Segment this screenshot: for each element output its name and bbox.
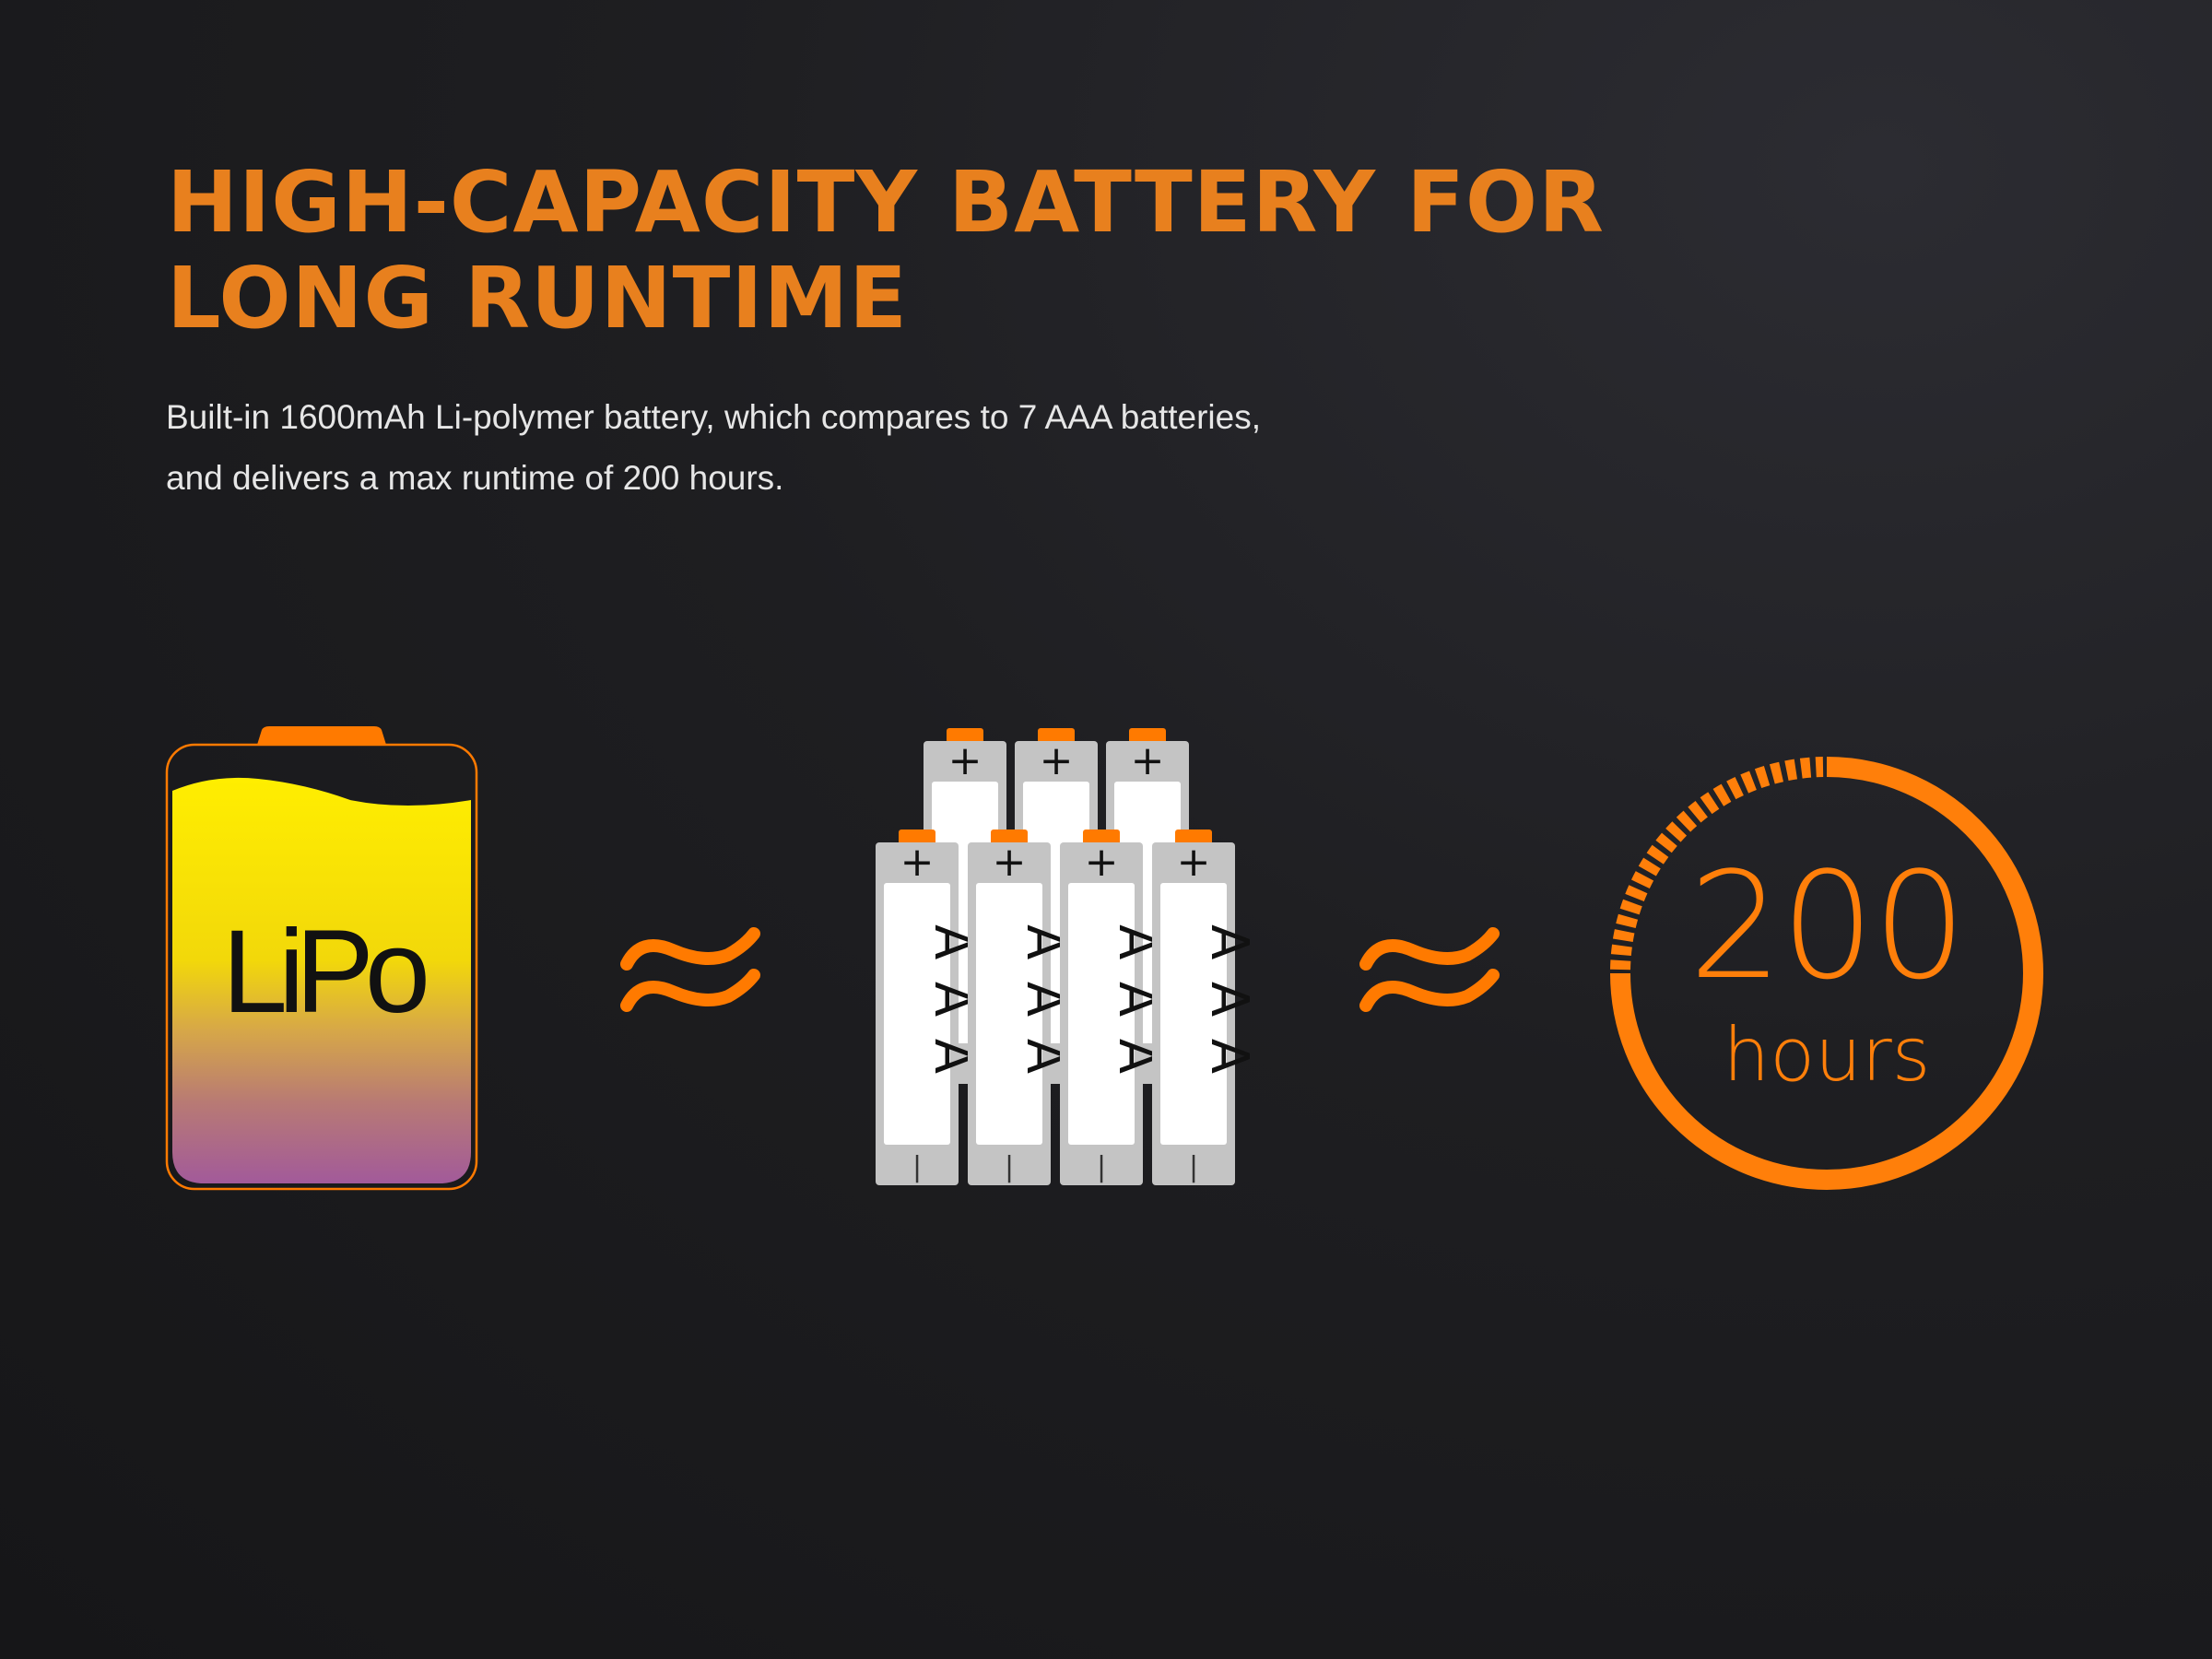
plus-label: + (948, 737, 982, 784)
plus-label: + (1040, 737, 1074, 784)
plus-label: + (1177, 839, 1211, 886)
aaa-label: AAA (1199, 924, 1259, 1094)
approx-icon (620, 927, 760, 1012)
plus-label: + (900, 839, 935, 886)
lipo-label: LiPo (222, 906, 426, 1038)
runtime-gauge (1610, 757, 2043, 1190)
aaa-batteries-group: + + ++|AAA+|AAA+|AAA+|AAA (876, 728, 1259, 1185)
gauge-dashed-arc (1610, 757, 1824, 971)
minus-label: | (1005, 1151, 1014, 1183)
plus-label: + (1085, 839, 1119, 886)
runtime-unit: hours (1723, 1012, 1931, 1098)
plus-label: + (993, 839, 1027, 886)
plus-label: + (1131, 737, 1165, 784)
aaa-battery-icon: +|AAA (876, 830, 982, 1185)
page-title: HIGH-CAPACITY BATTERY FOR LONG RUNTIME (167, 155, 1605, 347)
minus-label: | (1189, 1151, 1198, 1183)
lipo-battery-icon: LiPo (165, 726, 478, 1191)
aaa-battery-icon: + | AAA (1152, 830, 1259, 1185)
approx-icon (1359, 927, 1500, 1012)
description: Built-in 1600mAh Li-polymer battery, whi… (166, 387, 1261, 509)
title-line-2: LONG RUNTIME (167, 249, 909, 347)
title-line-1: HIGH-CAPACITY BATTERY FOR (167, 153, 1605, 252)
description-line-2: and delivers a max runtime of 200 hours. (166, 459, 784, 497)
minus-label: | (1097, 1151, 1106, 1183)
gauge-solid-arc (1610, 757, 2043, 1190)
runtime-value: 200 (1688, 840, 1966, 1012)
minus-label: | (912, 1151, 922, 1183)
description-line-1: Built-in 1600mAh Li-polymer battery, whi… (166, 398, 1261, 436)
